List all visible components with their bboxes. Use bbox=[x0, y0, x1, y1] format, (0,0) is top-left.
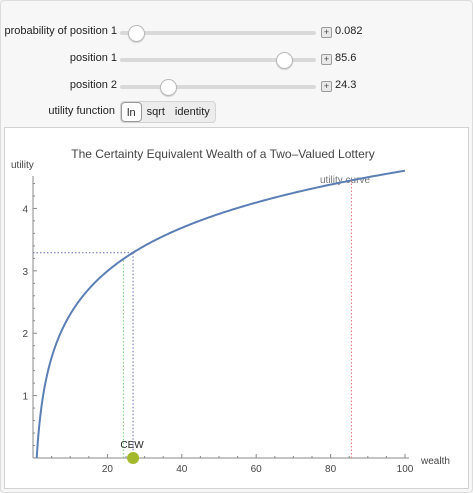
position1-slider-thumb[interactable] bbox=[276, 52, 294, 69]
x-tick-label: 80 bbox=[325, 464, 337, 475]
position2-slider-row: position 2 + 24.3 bbox=[0, 75, 473, 97]
position1-label: position 1 bbox=[69, 52, 117, 64]
utility-chart: The Certainty Equivalent Wealth of a Two… bbox=[11, 147, 450, 475]
probability-slider[interactable] bbox=[120, 25, 316, 42]
x-tick-label: 100 bbox=[397, 464, 414, 475]
position2-expand-icon[interactable]: + bbox=[321, 81, 332, 92]
y-tick-label: 3 bbox=[22, 267, 28, 278]
y-tick-label: 2 bbox=[22, 329, 28, 340]
x-tick-label: 60 bbox=[251, 464, 263, 475]
plot-panel: The Certainty Equivalent Wealth of a Two… bbox=[4, 127, 469, 489]
position2-value: 24.3 bbox=[335, 79, 357, 91]
utility-function-selector: ln sqrt identity bbox=[120, 101, 216, 123]
chart-marks bbox=[33, 169, 406, 464]
position1-expand-icon[interactable]: + bbox=[321, 54, 332, 65]
series-label: utility curve bbox=[320, 175, 370, 186]
x-tick-label: 40 bbox=[176, 464, 188, 475]
cew-label: CEW bbox=[120, 440, 144, 451]
cew-marker bbox=[127, 452, 140, 464]
y-axis-label: utility bbox=[11, 160, 34, 171]
x-tick-label: 20 bbox=[102, 464, 114, 475]
axes: 20 40 60 80 100 1 2 3 4 bbox=[22, 176, 414, 475]
probability-value: 0.082 bbox=[335, 25, 363, 37]
utility-option-ln[interactable]: ln bbox=[121, 102, 142, 122]
x-axis-label: wealth bbox=[420, 456, 450, 467]
position1-value: 85.6 bbox=[335, 52, 357, 64]
probability-expand-icon[interactable]: + bbox=[321, 27, 332, 38]
probability-slider-row: probability of position 1 + 0.082 bbox=[0, 21, 473, 43]
position1-slider[interactable] bbox=[120, 52, 316, 69]
y-tick-label: 1 bbox=[22, 392, 28, 403]
utility-option-sqrt[interactable]: sqrt bbox=[146, 106, 165, 118]
position1-slider-row: position 1 + 85.6 bbox=[0, 48, 473, 70]
utility-function-label: utility function bbox=[48, 105, 115, 117]
chart-title: The Certainty Equivalent Wealth of a Two… bbox=[71, 147, 375, 161]
position2-slider-thumb[interactable] bbox=[159, 79, 177, 96]
position2-slider[interactable] bbox=[120, 79, 316, 96]
probability-slider-thumb[interactable] bbox=[128, 25, 146, 42]
y-tick-label: 4 bbox=[22, 204, 28, 215]
utility-curve bbox=[35, 169, 406, 459]
probability-label: probability of position 1 bbox=[4, 25, 117, 37]
utility-option-identity[interactable]: identity bbox=[174, 106, 210, 118]
position2-label: position 2 bbox=[69, 79, 117, 91]
